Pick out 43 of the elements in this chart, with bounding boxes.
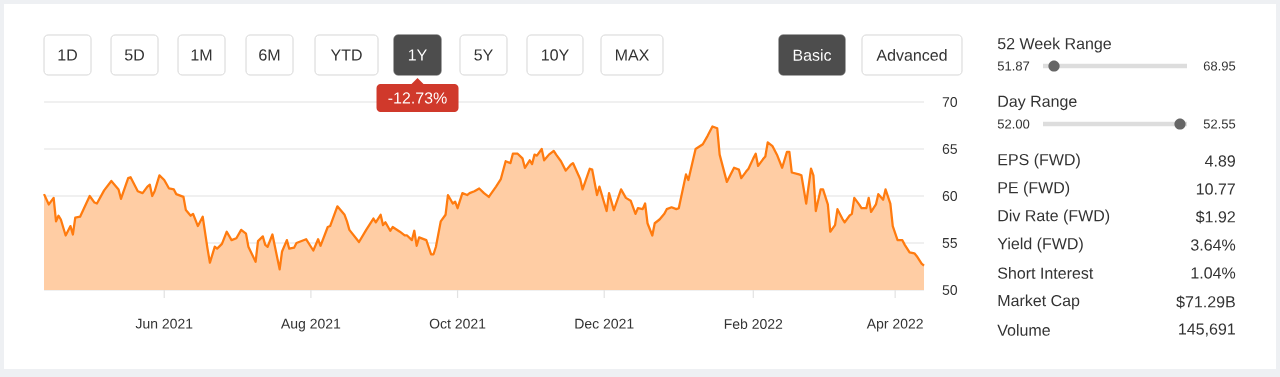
text: Short Interest: [998, 267, 1094, 279]
text: Advanced: [876, 49, 947, 61]
text: Basic: [793, 49, 832, 61]
annotation: -12.73%: [388, 92, 447, 104]
text: 3.64%: [1190, 239, 1236, 251]
text: PE (FWD): [998, 181, 1070, 197]
y-tick-label: 50: [942, 285, 958, 295]
text: EPS (FWD): [998, 153, 1080, 169]
x-tick-label: Jun 2021: [135, 318, 193, 329]
text: 145,691: [1179, 323, 1235, 337]
x-tick-label: Oct 2021: [429, 318, 486, 329]
text: 1Y: [408, 49, 427, 61]
y-tick-label: 55: [942, 238, 958, 248]
text: 51.87: [997, 61, 1030, 71]
text: 1.04%: [1191, 267, 1236, 279]
text: 5D: [124, 49, 144, 61]
x-tick-label: Feb 2022: [724, 318, 783, 329]
text: Day Range: [998, 95, 1077, 111]
text: 68.95: [1203, 61, 1236, 71]
text: Div Rate (FWD): [998, 209, 1110, 225]
text: 5Y: [474, 49, 493, 61]
text: 6M: [259, 49, 280, 61]
x-tick-label: Dec 2021: [575, 318, 634, 329]
text: Market Cap: [998, 294, 1080, 310]
y-tick-label: 60: [942, 191, 958, 201]
x-tick-label: Aug 2021: [280, 318, 341, 332]
text: 52.55: [1203, 119, 1236, 129]
text: 10Y: [541, 49, 569, 61]
text: $1.92: [1195, 210, 1235, 224]
text: 1M: [191, 49, 212, 61]
text: YTD: [330, 49, 362, 61]
text: $71.29B: [1176, 295, 1235, 309]
x-tick-label: Apr 2022: [866, 318, 923, 332]
y-tick-label: 65: [942, 144, 958, 154]
text: Yield (FWD): [997, 237, 1083, 253]
text: 52.00: [997, 119, 1030, 129]
y-tick-label: 70: [942, 97, 958, 107]
text: Volume: [997, 324, 1050, 336]
text: 4.89: [1204, 155, 1235, 167]
text: 1D: [58, 49, 77, 61]
text: 10.77: [1196, 183, 1235, 195]
text: MAX: [615, 49, 649, 61]
text: 52 Week Range: [997, 37, 1111, 53]
